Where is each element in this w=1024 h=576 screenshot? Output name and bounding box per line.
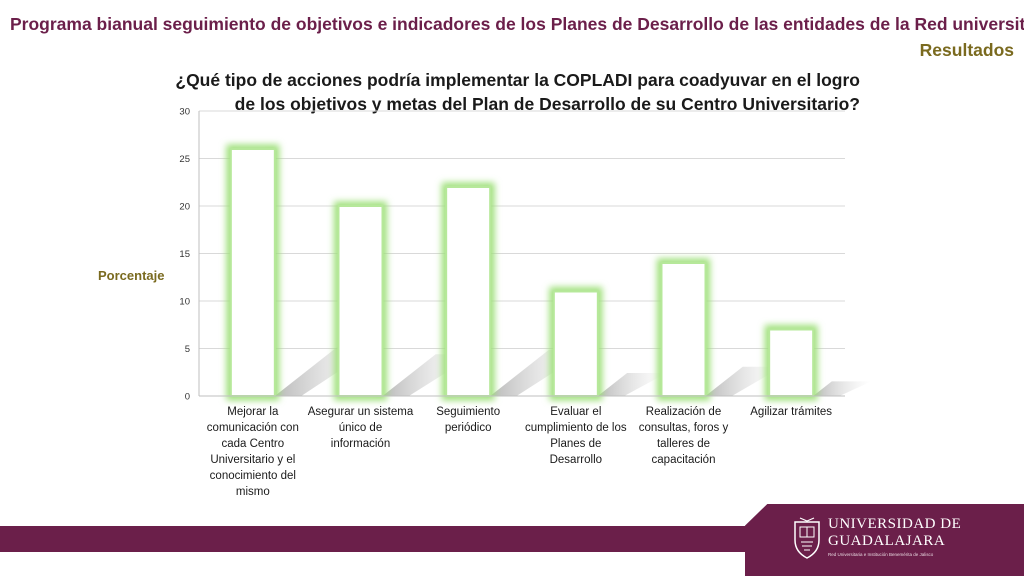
x-tick-label: Seguimiento periódico: [436, 406, 501, 434]
x-tick-label: Agilizar trámites: [750, 406, 833, 418]
y-tick-label: 0: [185, 392, 190, 403]
bar: [768, 328, 815, 397]
x-tick-label: Mejorar la comunicación con cada Centro …: [206, 406, 299, 498]
chart-title: ¿Qué tipo de acciones podría implementar…: [175, 70, 860, 114]
bar: [337, 205, 384, 397]
header-subtitle: Resultados: [919, 40, 1014, 60]
bar: [445, 186, 492, 397]
logo-text-line2: GUADALAJARA: [828, 533, 946, 549]
bar-shadow: [705, 366, 783, 396]
bar: [660, 262, 707, 397]
header-title: Programa bianual seguimiento de objetivo…: [10, 14, 1024, 34]
y-tick-label: 25: [179, 154, 190, 165]
university-shield-icon: [794, 517, 820, 559]
logo-text-line1: UNIVERSIDAD DE: [828, 516, 962, 532]
y-tick-label: 20: [179, 202, 190, 213]
logo-tagline: Red Universitaria e Institución Beneméri…: [828, 552, 934, 557]
footer-logo-block: [745, 504, 1024, 576]
y-tick-label: 10: [179, 297, 190, 308]
y-axis-label: Porcentaje: [98, 268, 165, 283]
y-tick-label: 5: [185, 344, 190, 355]
bar: [229, 148, 276, 397]
x-tick-label: Realización de consultas, foros y taller…: [638, 406, 729, 466]
bar-shadow: [597, 373, 667, 396]
x-tick-label: Evaluar el cumplimiento de los Planes de…: [525, 406, 627, 466]
y-tick-label: 30: [179, 107, 190, 118]
university-logo: UNIVERSIDAD DE GUADALAJARA Red Universit…: [790, 512, 1020, 564]
bars: [226, 144, 818, 401]
bar-shadow: [813, 381, 872, 396]
x-tick-label: Asegurar un sistema único de información: [307, 406, 414, 450]
bar: [552, 290, 599, 397]
y-tick-label: 15: [179, 249, 190, 260]
y-axis-ticks: 0 5 10 15 20 25 30: [179, 107, 190, 403]
gridlines: [199, 110, 845, 349]
